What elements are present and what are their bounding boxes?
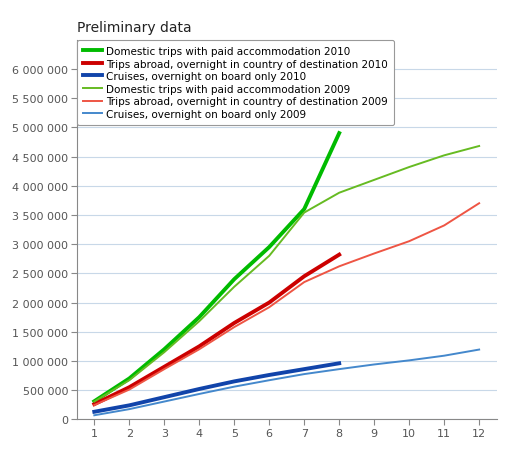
Domestic trips with paid accommodation 2010 — [161, 347, 167, 352]
Cruises, overnight on board only 2010 — [336, 361, 342, 366]
Cruises, overnight on board only 2009 — [476, 347, 482, 353]
Trips abroad, overnight in country of destination 2009 — [301, 280, 307, 285]
Trips abroad, overnight in country of destination 2010 — [91, 401, 97, 407]
Domestic trips with paid accommodation 2010 — [301, 207, 307, 212]
Domestic trips with paid accommodation 2009 — [441, 153, 447, 159]
Cruises, overnight on board only 2010 — [266, 373, 272, 378]
Cruises, overnight on board only 2010 — [91, 409, 97, 414]
Trips abroad, overnight in country of destination 2009 — [476, 201, 482, 207]
Line: Trips abroad, overnight in country of destination 2009: Trips abroad, overnight in country of de… — [94, 204, 479, 405]
Cruises, overnight on board only 2010 — [301, 367, 307, 372]
Domestic trips with paid accommodation 2010 — [266, 245, 272, 250]
Domestic trips with paid accommodation 2010 — [231, 277, 238, 282]
Cruises, overnight on board only 2009 — [266, 377, 272, 383]
Domestic trips with paid accommodation 2009 — [476, 144, 482, 149]
Cruises, overnight on board only 2009 — [336, 367, 342, 372]
Domestic trips with paid accommodation 2010 — [91, 399, 97, 404]
Trips abroad, overnight in country of destination 2009 — [126, 387, 132, 392]
Text: Preliminary data: Preliminary data — [77, 21, 191, 35]
Cruises, overnight on board only 2010 — [231, 379, 238, 384]
Line: Trips abroad, overnight in country of destination 2010: Trips abroad, overnight in country of de… — [94, 255, 339, 404]
Cruises, overnight on board only 2009 — [406, 358, 412, 363]
Cruises, overnight on board only 2009 — [91, 413, 97, 418]
Cruises, overnight on board only 2009 — [441, 353, 447, 359]
Trips abroad, overnight in country of destination 2010 — [301, 274, 307, 279]
Trips abroad, overnight in country of destination 2009 — [231, 325, 238, 330]
Trips abroad, overnight in country of destination 2009 — [406, 239, 412, 244]
Trips abroad, overnight in country of destination 2009 — [336, 264, 342, 269]
Line: Domestic trips with paid accommodation 2010: Domestic trips with paid accommodation 2… — [94, 134, 339, 401]
Trips abroad, overnight in country of destination 2010 — [161, 364, 167, 370]
Trips abroad, overnight in country of destination 2009 — [441, 223, 447, 229]
Trips abroad, overnight in country of destination 2010 — [196, 344, 202, 349]
Cruises, overnight on board only 2010 — [161, 395, 167, 400]
Cruises, overnight on board only 2009 — [161, 399, 167, 405]
Trips abroad, overnight in country of destination 2009 — [266, 305, 272, 310]
Domestic trips with paid accommodation 2010 — [126, 376, 132, 382]
Cruises, overnight on board only 2009 — [196, 391, 202, 397]
Domestic trips with paid accommodation 2009 — [336, 191, 342, 196]
Cruises, overnight on board only 2010 — [196, 387, 202, 392]
Cruises, overnight on board only 2009 — [231, 384, 238, 390]
Cruises, overnight on board only 2009 — [371, 362, 377, 368]
Domestic trips with paid accommodation 2009 — [301, 211, 307, 216]
Domestic trips with paid accommodation 2009 — [371, 178, 377, 183]
Domestic trips with paid accommodation 2009 — [231, 285, 238, 290]
Line: Cruises, overnight on board only 2009: Cruises, overnight on board only 2009 — [94, 350, 479, 415]
Domestic trips with paid accommodation 2009 — [196, 319, 202, 324]
Trips abroad, overnight in country of destination 2010 — [126, 385, 132, 390]
Cruises, overnight on board only 2010 — [126, 403, 132, 408]
Line: Domestic trips with paid accommodation 2009: Domestic trips with paid accommodation 2… — [94, 147, 479, 402]
Trips abroad, overnight in country of destination 2010 — [336, 253, 342, 258]
Trips abroad, overnight in country of destination 2009 — [161, 367, 167, 372]
Cruises, overnight on board only 2009 — [301, 372, 307, 377]
Domestic trips with paid accommodation 2010 — [196, 315, 202, 320]
Domestic trips with paid accommodation 2009 — [161, 350, 167, 355]
Trips abroad, overnight in country of destination 2010 — [231, 321, 238, 326]
Trips abroad, overnight in country of destination 2009 — [196, 347, 202, 352]
Domestic trips with paid accommodation 2010 — [336, 131, 342, 137]
Trips abroad, overnight in country of destination 2009 — [91, 402, 97, 408]
Domestic trips with paid accommodation 2009 — [406, 165, 412, 170]
Cruises, overnight on board only 2009 — [126, 406, 132, 412]
Legend: Domestic trips with paid accommodation 2010, Trips abroad, overnight in country : Domestic trips with paid accommodation 2… — [77, 41, 394, 126]
Domestic trips with paid accommodation 2009 — [91, 399, 97, 405]
Trips abroad, overnight in country of destination 2009 — [371, 251, 377, 257]
Domestic trips with paid accommodation 2009 — [126, 377, 132, 383]
Trips abroad, overnight in country of destination 2010 — [266, 300, 272, 306]
Line: Cruises, overnight on board only 2010: Cruises, overnight on board only 2010 — [94, 364, 339, 412]
Domestic trips with paid accommodation 2009 — [266, 253, 272, 259]
